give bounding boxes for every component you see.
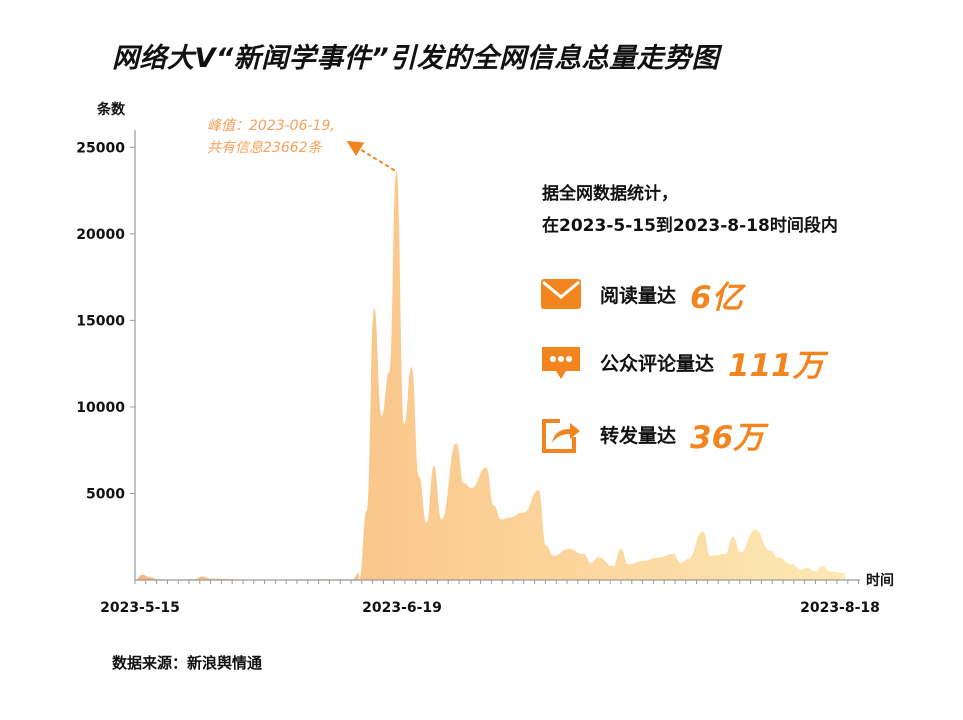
- x-axis-label: 时间: [866, 572, 894, 589]
- stats-intro: 据全网数据统计， 在2023-5-15到2023-8-18时间段内: [542, 178, 838, 242]
- envelope-icon: [541, 278, 581, 309]
- stat-comments-value: 111万: [728, 348, 824, 384]
- x-tick-label: 2023-5-15: [100, 600, 180, 616]
- comment-bubble-icon: [542, 346, 580, 379]
- stat-reads-value: 6亿: [690, 280, 743, 316]
- data-source: 数据来源：新浪舆情通: [112, 654, 263, 672]
- y-tick-label: 10000: [76, 400, 125, 416]
- y-axis-label: 条数: [96, 101, 126, 118]
- y-tick-label: 25000: [76, 140, 125, 156]
- stat-comments: 公众评论量达 111万: [540, 340, 824, 385]
- x-tick-label: 2023-8-18: [800, 600, 880, 616]
- stats-intro-line2: 在2023-5-15到2023-8-18时间段内: [542, 216, 838, 236]
- peak-annotation-line1: 峰值：2023-06-19,: [207, 118, 335, 134]
- stat-shares-label: 转发量达: [600, 425, 677, 447]
- peak-annotation-line2: 共有信息23662条: [207, 140, 323, 156]
- stat-reads-label: 阅读量达: [600, 285, 677, 307]
- y-tick-label: 15000: [76, 313, 125, 329]
- y-tick-label: 5000: [86, 486, 125, 502]
- peak-arrow: [346, 140, 396, 172]
- chart-title: 网络大V“新闻学事件”引发的全网信息总量走势图: [112, 43, 720, 74]
- stats-intro-line1: 据全网数据统计，: [542, 184, 678, 204]
- stat-shares-value: 36万: [690, 420, 765, 456]
- share-arrow-icon: [542, 418, 580, 453]
- stat-reads: 阅读量达 6亿: [540, 272, 743, 317]
- y-tick-label: 20000: [76, 227, 125, 243]
- stat-comments-label: 公众评论量达: [600, 353, 715, 375]
- x-tick-label: 2023-6-19: [362, 600, 442, 616]
- stat-shares: 转发量达 36万: [540, 412, 764, 457]
- volume-area: [135, 170, 845, 580]
